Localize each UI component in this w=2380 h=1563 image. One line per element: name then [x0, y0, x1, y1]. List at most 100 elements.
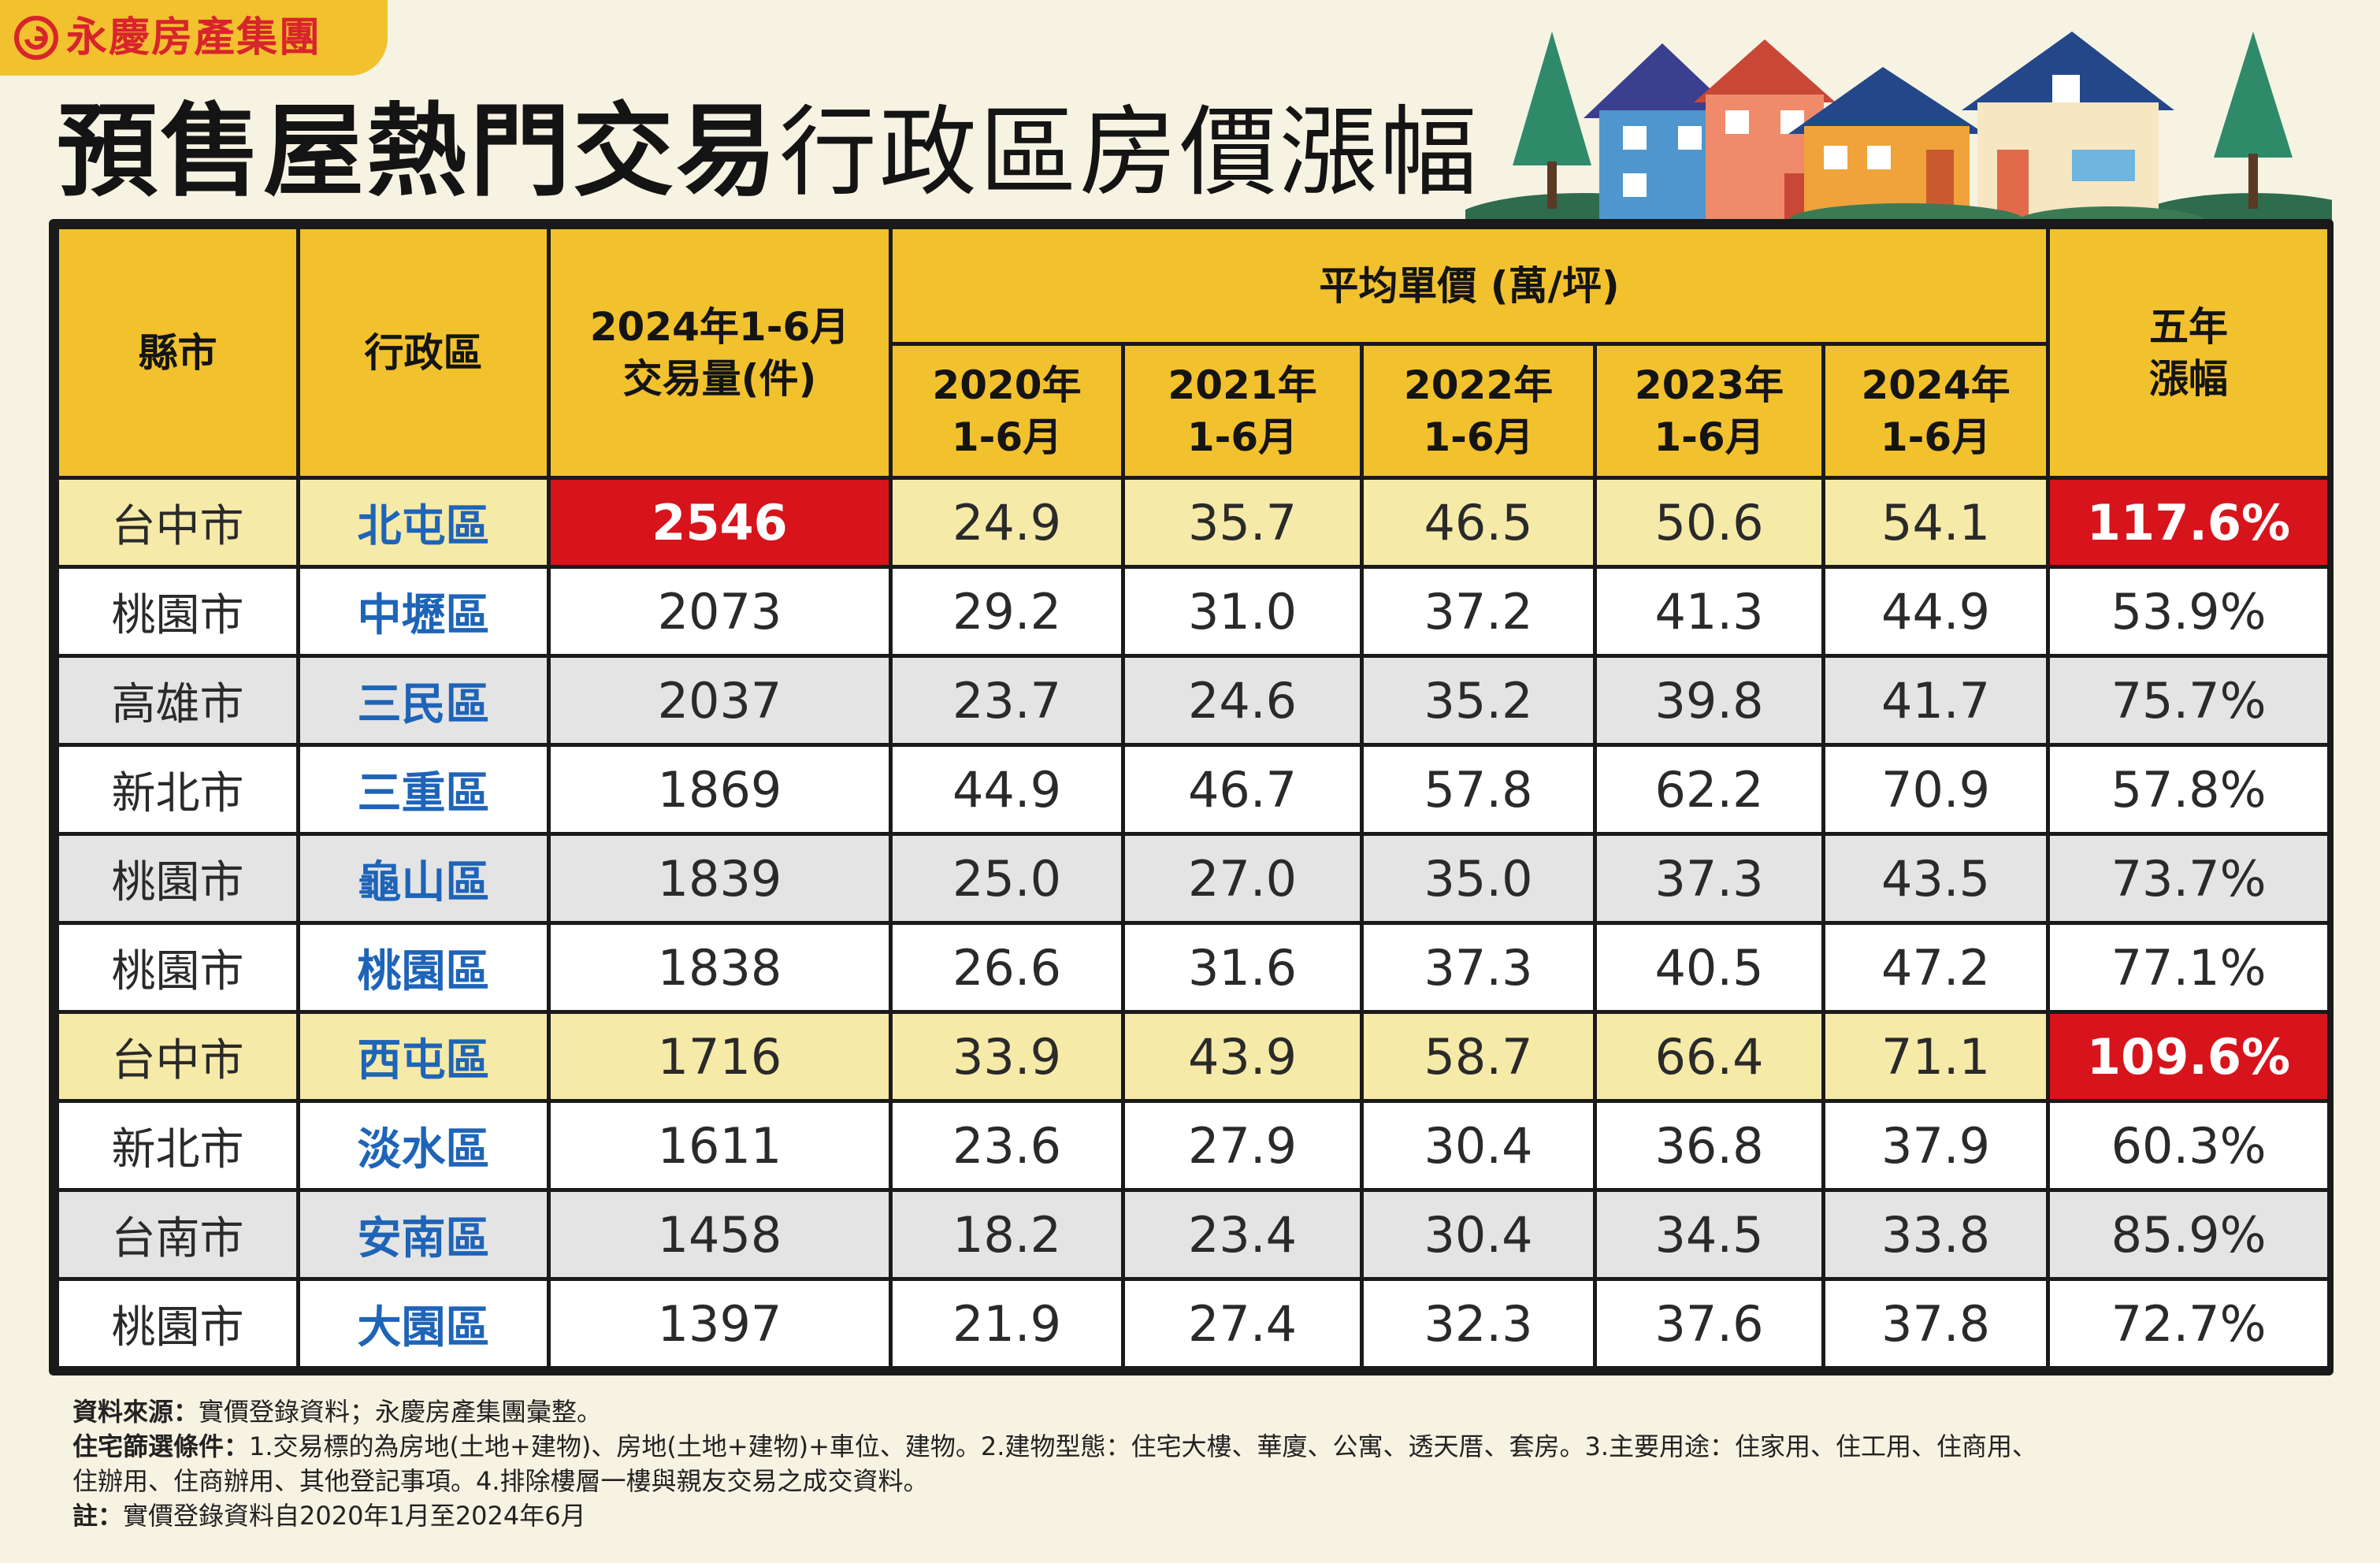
criteria-text-1: 1.交易標的為房地(土地+建物)、房地(土地+建物)+車位、建物。2.建物型態：…	[249, 1431, 2037, 1461]
brand-name: 永慶房產集團	[66, 14, 322, 61]
cell-growth: 53.9%	[2046, 565, 2332, 658]
cell-price-2023: 37.3	[1593, 832, 1825, 925]
cell-price-2020: 18.2	[889, 1188, 1125, 1281]
header-year-2021: 2021年 1-6月	[1121, 342, 1364, 480]
cell-district: 中壢區	[296, 565, 551, 658]
table-row: 桃園市 桃園區 1838 26.6 31.6 37.3 40.5 47.2 77…	[55, 921, 2332, 1014]
cell-price-2021: 23.4	[1121, 1188, 1364, 1281]
note-label: 註：	[72, 1501, 124, 1531]
cell-district: 桃園區	[296, 921, 551, 1014]
cell-growth: 57.8%	[2046, 743, 2332, 836]
cell-price-2022: 57.8	[1360, 743, 1597, 836]
cell-volume: 1611	[547, 1099, 893, 1192]
header-year-2022: 2022年 1-6月	[1360, 342, 1597, 480]
brand-logo-icon	[14, 16, 58, 60]
cell-price-2023: 41.3	[1593, 565, 1825, 658]
criteria-note-cont: 住辦用、住商辦用、其他登記事項。4.排除樓層一樓與親友交易之成交資料。	[72, 1464, 2310, 1498]
price-table-frame: 縣市 行政區 2024年1-6月 交易量(件) 平均單價 (萬/坪) 五年 漲幅…	[49, 219, 2334, 1376]
cell-price-2022: 46.5	[1360, 476, 1597, 569]
cell-price-2020: 23.7	[889, 654, 1125, 747]
cell-county: 新北市	[55, 1099, 300, 1192]
cell-volume: 1869	[547, 743, 893, 836]
cell-price-2022: 35.2	[1360, 654, 1597, 747]
criteria-label: 住宅篩選條件：	[72, 1431, 250, 1461]
title-light: 行政區房價漲幅	[779, 96, 1480, 210]
cell-growth: 77.1%	[2046, 921, 2332, 1014]
cell-price-2023: 62.2	[1593, 743, 1825, 836]
footnotes: 資料來源：實價登錄資料；永慶房產集團彙整。 住宅篩選條件：1.交易標的為房地(土…	[72, 1394, 2310, 1533]
cell-price-2023: 34.5	[1593, 1188, 1825, 1281]
cell-volume: 1397	[547, 1277, 893, 1370]
cell-county: 桃園市	[55, 1277, 300, 1370]
note-text: 實價登錄資料自2020年1月至2024年6月	[123, 1501, 586, 1531]
cell-growth: 73.7%	[2046, 832, 2332, 925]
cell-price-2022: 32.3	[1360, 1277, 1597, 1370]
table-row: 桃園市 大園區 1397 21.9 27.4 32.3 37.6 37.8 72…	[55, 1277, 2332, 1370]
cell-volume: 1458	[547, 1188, 893, 1281]
cell-price-2022: 30.4	[1360, 1188, 1597, 1281]
cell-price-2021: 27.4	[1121, 1277, 1364, 1370]
cell-price-2021: 35.7	[1121, 476, 1364, 569]
cell-price-2021: 24.6	[1121, 654, 1364, 747]
cell-price-2023: 66.4	[1593, 1010, 1825, 1103]
cell-price-2024: 33.8	[1821, 1188, 2051, 1281]
houses-illustration	[1465, 32, 2332, 228]
criteria-text-2: 住辦用、住商辦用、其他登記事項。4.排除樓層一樓與親友交易之成交資料。	[72, 1466, 929, 1496]
cell-price-2022: 58.7	[1360, 1010, 1597, 1103]
cell-price-2020: 44.9	[889, 743, 1125, 836]
cell-district: 三民區	[296, 654, 551, 747]
cell-county: 新北市	[55, 743, 300, 836]
cell-growth: 60.3%	[2046, 1099, 2332, 1192]
price-table: 縣市 行政區 2024年1-6月 交易量(件) 平均單價 (萬/坪) 五年 漲幅…	[55, 225, 2332, 1370]
page-title: 預售屋熱門交易行政區房價漲幅	[57, 93, 1480, 241]
cell-county: 高雄市	[55, 654, 300, 747]
cell-price-2021: 27.9	[1121, 1099, 1364, 1192]
cell-price-2024: 70.9	[1821, 743, 2051, 836]
source-note: 資料來源：實價登錄資料；永慶房產集團彙整。	[72, 1394, 2310, 1429]
cell-price-2023: 37.6	[1593, 1277, 1825, 1370]
table-row: 台中市 西屯區 1716 33.9 43.9 58.7 66.4 71.1 10…	[55, 1010, 2332, 1103]
cell-volume: 2073	[547, 565, 893, 658]
source-text: 實價登錄資料；永慶房產集團彙整。	[199, 1397, 603, 1427]
cell-volume: 1839	[547, 832, 893, 925]
cell-growth: 75.7%	[2046, 654, 2332, 747]
cell-price-2020: 25.0	[889, 832, 1125, 925]
cell-county: 桃園市	[55, 832, 300, 925]
cell-growth: 85.9%	[2046, 1188, 2332, 1281]
cell-volume: 1838	[547, 921, 893, 1014]
cell-price-2023: 39.8	[1593, 654, 1825, 747]
cell-district: 西屯區	[296, 1010, 551, 1103]
header-year-2024: 2024年 1-6月	[1821, 342, 2051, 480]
header-avg-price: 平均單價 (萬/坪)	[888, 225, 2051, 346]
cell-price-2021: 27.0	[1121, 832, 1364, 925]
header-volume: 2024年1-6月 交易量(件)	[547, 225, 893, 480]
table-row: 桃園市 中壢區 2073 29.2 31.0 37.2 41.3 44.9 53…	[55, 565, 2332, 658]
criteria-note: 住宅篩選條件：1.交易標的為房地(土地+建物)、房地(土地+建物)+車位、建物。…	[72, 1429, 2310, 1464]
header-year-2023: 2023年 1-6月	[1593, 342, 1825, 480]
cell-price-2021: 46.7	[1121, 743, 1364, 836]
source-label: 資料來源：	[72, 1397, 199, 1427]
cell-price-2020: 26.6	[889, 921, 1125, 1014]
cell-price-2024: 37.9	[1821, 1099, 2051, 1192]
cell-price-2024: 44.9	[1821, 565, 2051, 658]
cell-price-2020: 24.9	[889, 476, 1125, 569]
table-row: 桃園市 龜山區 1839 25.0 27.0 35.0 37.3 43.5 73…	[55, 832, 2332, 925]
cell-price-2021: 31.0	[1121, 565, 1364, 658]
cell-price-2024: 71.1	[1821, 1010, 2051, 1103]
cell-county: 桃園市	[55, 565, 300, 658]
cell-price-2024: 37.8	[1821, 1277, 2051, 1370]
cell-county: 桃園市	[55, 921, 300, 1014]
cell-price-2024: 41.7	[1821, 654, 2051, 747]
cell-price-2023: 50.6	[1593, 476, 1825, 569]
header-district: 行政區	[296, 225, 551, 480]
header-year-2020: 2020年 1-6月	[889, 342, 1125, 480]
cell-price-2022: 30.4	[1360, 1099, 1597, 1192]
cell-county: 台中市	[55, 1010, 300, 1103]
cell-district: 北屯區	[296, 476, 551, 569]
cell-district: 三重區	[296, 743, 551, 836]
cell-price-2023: 36.8	[1593, 1099, 1825, 1192]
header-growth: 五年 漲幅	[2046, 225, 2332, 480]
cell-price-2021: 43.9	[1121, 1010, 1364, 1103]
cell-price-2022: 37.2	[1360, 565, 1597, 658]
cell-price-2024: 54.1	[1821, 476, 2051, 569]
